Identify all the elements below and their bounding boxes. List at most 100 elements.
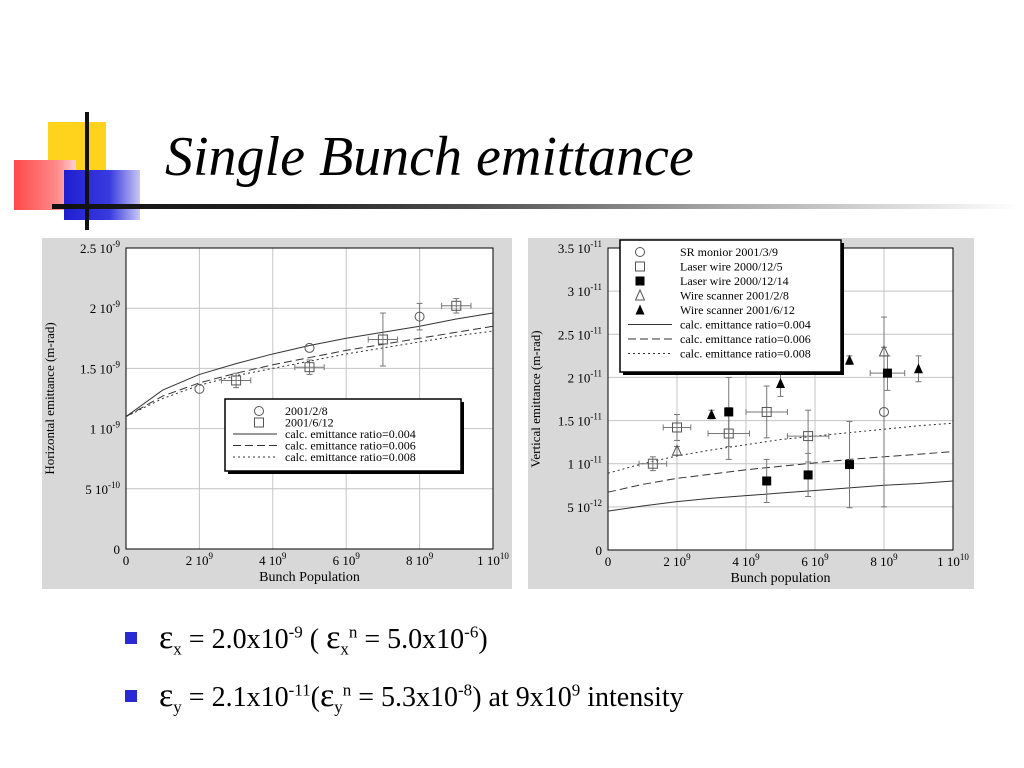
subscript: x bbox=[173, 639, 182, 659]
epsilon-symbol: ε bbox=[159, 677, 174, 714]
calc-curve bbox=[125, 325, 494, 417]
data-point bbox=[231, 375, 242, 386]
y-tick-label: 3 10-11 bbox=[568, 282, 602, 299]
equation-part: = 5.3x10 bbox=[351, 682, 459, 713]
x-tick-label: 6 109 bbox=[801, 552, 829, 569]
y-tick-label: 2 10-9 bbox=[90, 299, 121, 316]
y-tick-label: 2.5 10-9 bbox=[80, 239, 120, 256]
bullet-text-y: εy = 2.1x10-11(εyn = 5.3x10-8) at 9x109 … bbox=[159, 677, 684, 718]
data-point bbox=[377, 334, 388, 345]
exponent: -11 bbox=[288, 680, 311, 700]
x-tick-label: 8 109 bbox=[406, 551, 434, 568]
equation-part: ( bbox=[302, 624, 327, 655]
legend-label: calc. emittance ratio=0.004 bbox=[680, 318, 811, 332]
epsilon-symbol: ε bbox=[159, 619, 174, 656]
data-point bbox=[878, 344, 890, 357]
y-tick-label: 2.5 10-11 bbox=[558, 325, 602, 342]
legend-marker bbox=[254, 406, 264, 416]
exponent: -8 bbox=[458, 680, 473, 700]
legend-label: Wire scanner 2001/6/12 bbox=[680, 303, 795, 317]
epsilon-symbol: ε bbox=[319, 677, 335, 714]
y-tick-label: 1 10-9 bbox=[90, 420, 121, 437]
square-bullet-icon bbox=[125, 632, 137, 644]
legend-marker bbox=[635, 247, 645, 257]
x-tick-label: 4 109 bbox=[259, 551, 287, 568]
x-tick-label: 0 bbox=[605, 554, 612, 569]
x-tick-label: 6 109 bbox=[333, 551, 361, 568]
legend-marker bbox=[635, 261, 645, 272]
page-title: Single Bunch emittance bbox=[165, 126, 694, 188]
calc-curve bbox=[125, 330, 494, 418]
data-point bbox=[776, 377, 785, 388]
calc-curve bbox=[607, 451, 954, 493]
legend-label: SR monior 2001/3/9 bbox=[680, 245, 778, 259]
exponent: -6 bbox=[464, 622, 479, 642]
legend-label: calc. emittance ratio=0.006 bbox=[680, 332, 811, 346]
calc-curve bbox=[125, 312, 494, 417]
subscript: y bbox=[173, 697, 182, 717]
data-point bbox=[803, 431, 814, 442]
y-tick-label: 0 bbox=[114, 542, 121, 557]
data-point bbox=[304, 362, 315, 373]
data-point bbox=[882, 368, 892, 378]
legend-label: calc. emittance ratio=0.004 bbox=[285, 427, 416, 441]
x-tick-label: 2 109 bbox=[663, 552, 691, 569]
legend-box bbox=[619, 239, 842, 373]
x-tick-label: 4 109 bbox=[732, 552, 760, 569]
title-underline bbox=[52, 204, 1020, 209]
horizontal-emittance-chart: 0 2 109 4 109 6 109 8 109 1 1010 0 5 10-10 1 10-… bbox=[42, 238, 512, 589]
epsilon-symbol: ε bbox=[326, 619, 341, 656]
data-point bbox=[761, 406, 772, 417]
data-point bbox=[707, 409, 716, 420]
legend-label: 2001/2/8 bbox=[285, 404, 328, 418]
y-tick-label: 5 10-10 bbox=[85, 480, 120, 497]
horizontal-emittance-plot: 0 2 109 4 109 6 109 8 109 1 1010 0 5 10-10 1 10-… bbox=[42, 239, 509, 585]
bullet-text-x: εx = 2.0x10-9 ( εxn = 5.0x10-6) bbox=[159, 619, 488, 660]
y-axis-label: Horizontal emittance (m-rad) bbox=[42, 322, 57, 474]
vertical-emittance-plot: 0 2 109 4 109 6 109 8 109 1 1010 0 5 10-12 1 10-… bbox=[528, 239, 969, 586]
legend-marker bbox=[254, 417, 264, 428]
y-tick-label: 1.5 10-11 bbox=[558, 412, 602, 429]
equation-part: ) at 9x10 bbox=[472, 682, 572, 713]
legend-label: Laser wire 2000/12/14 bbox=[680, 274, 789, 288]
equation-part: ( bbox=[310, 682, 320, 713]
legend-label: Laser wire 2000/12/5 bbox=[680, 260, 783, 274]
equation-part: = 5.0x10 bbox=[357, 624, 465, 655]
plot-frame bbox=[125, 247, 494, 550]
data-point bbox=[724, 407, 734, 417]
data-point bbox=[845, 354, 854, 365]
subscript: y bbox=[334, 697, 343, 717]
legend-label: calc. emittance ratio=0.008 bbox=[680, 347, 811, 361]
y-tick-label: 1 10-11 bbox=[568, 455, 602, 472]
x-axis-label: Bunch Population bbox=[259, 570, 360, 585]
legend-label: 2001/6/12 bbox=[285, 416, 334, 430]
exponent: 9 bbox=[571, 680, 581, 700]
x-tick-label: 1 1010 bbox=[937, 552, 969, 569]
legend-marker bbox=[634, 288, 646, 301]
legend-box bbox=[224, 398, 462, 472]
equation-part: ) bbox=[478, 624, 488, 655]
data-point bbox=[845, 460, 854, 470]
equation-part: = 2.1x10 bbox=[181, 682, 289, 713]
square-bullet-icon bbox=[125, 690, 137, 702]
vertical-rule bbox=[85, 112, 89, 230]
calc-curve bbox=[607, 422, 954, 474]
data-point bbox=[762, 476, 772, 486]
superscript: n bbox=[342, 680, 352, 700]
calc-curve bbox=[607, 480, 954, 512]
y-tick-label: 3.5 10-11 bbox=[558, 239, 602, 256]
data-point bbox=[414, 311, 425, 322]
subscript: x bbox=[340, 639, 349, 659]
data-point bbox=[647, 458, 658, 469]
x-axis-label: Bunch population bbox=[731, 571, 831, 586]
blue-square-decoration bbox=[64, 170, 140, 220]
vertical-emittance-chart: 0 2 109 4 109 6 109 8 109 1 1010 0 5 10-12 1 10-… bbox=[528, 238, 974, 589]
data-point bbox=[451, 300, 462, 311]
data-point bbox=[879, 406, 889, 417]
exponent: -9 bbox=[288, 622, 303, 642]
superscript: n bbox=[348, 622, 358, 642]
x-tick-label: 2 109 bbox=[186, 551, 214, 568]
y-tick-label: 0 bbox=[596, 543, 603, 558]
y-tick-label: 2 10-11 bbox=[568, 368, 602, 385]
x-tick-label: 1 1010 bbox=[477, 551, 509, 568]
